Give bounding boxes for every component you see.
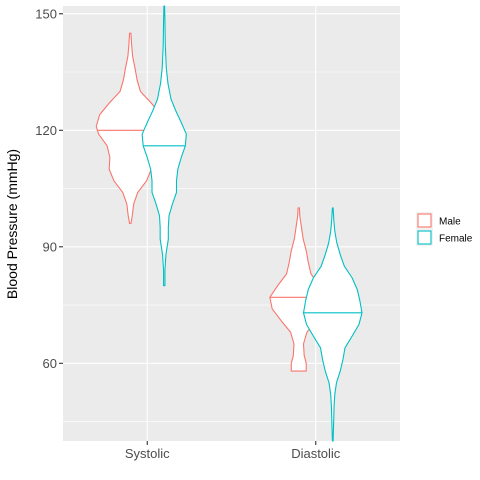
legend-label-male: Male (439, 217, 461, 228)
legend-key-male (417, 213, 432, 228)
legend-label-female: Female (439, 234, 473, 245)
x-tick-label: Diastolic (291, 446, 341, 461)
y-tick-label: 90 (43, 239, 57, 254)
y-tick-label: 120 (35, 123, 57, 138)
plot-panel (63, 6, 400, 441)
y-tick-label: 60 (43, 356, 57, 371)
y-axis-title: Blood Pressure (mmHg) (4, 149, 20, 299)
y-tick-label: 150 (35, 6, 57, 21)
x-axis: Systolic Diastolic (125, 441, 341, 461)
violins (95, 5, 363, 442)
legend-key-female (417, 230, 432, 245)
x-tick-label: Systolic (125, 446, 170, 461)
legend: Male Female (416, 212, 473, 246)
violin-female-diastolic (302, 207, 363, 442)
y-axis: 60 90 120 150 (35, 6, 63, 371)
